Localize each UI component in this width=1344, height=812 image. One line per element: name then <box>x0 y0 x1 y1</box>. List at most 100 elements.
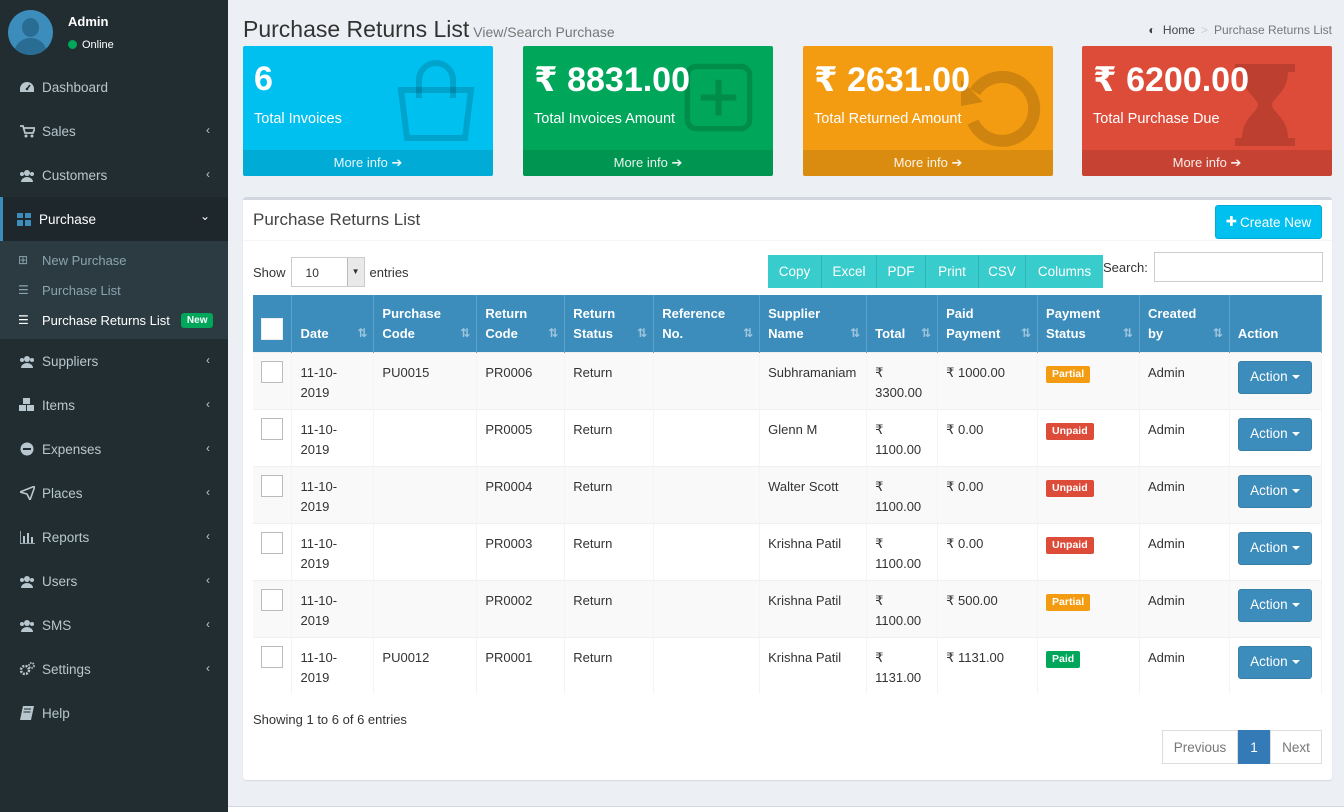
next-page-button[interactable]: Next <box>1270 730 1322 764</box>
search-input[interactable] <box>1153 252 1323 282</box>
row-checkbox[interactable] <box>261 360 283 383</box>
action-label: Action <box>1250 483 1288 498</box>
column-header-created-by[interactable]: Created by ⇅ <box>1139 295 1230 352</box>
row-checkbox[interactable] <box>261 417 283 440</box>
sidebar-subitem-label: Purchase Returns List <box>42 312 170 328</box>
column-header-return-code[interactable]: Return Code ⇅ <box>476 295 566 352</box>
action-dropdown-button[interactable]: Action <box>1237 474 1312 508</box>
row-checkbox[interactable] <box>261 588 283 611</box>
cell-return-status: Return <box>564 636 655 694</box>
action-dropdown-button[interactable]: Action <box>1237 531 1312 565</box>
select-all-checkbox[interactable] <box>261 317 283 340</box>
column-header-total[interactable]: Total ⇅ <box>866 295 939 352</box>
cell-supplier-name: Krishna Patil <box>759 636 868 694</box>
sidebar-item-label: Customers <box>42 167 108 183</box>
excel-button[interactable]: Excel <box>822 255 877 288</box>
column-header-date[interactable]: Date ⇅ <box>291 295 375 352</box>
footer <box>228 806 1344 812</box>
column-header-supplier-name[interactable]: Supplier Name ⇅ <box>759 295 868 352</box>
row-checkbox[interactable] <box>261 474 283 497</box>
cell-total: ₹1100.00 <box>866 408 939 466</box>
pdf-button[interactable]: PDF <box>877 255 926 288</box>
row-checkbox[interactable] <box>261 531 283 554</box>
sidebar-subitem-new-purchase[interactable]: ⊞ New Purchase <box>0 245 228 275</box>
stat-value: ₹ 6200.00 <box>1093 61 1250 99</box>
sidebar-subitem-purchase-returns-list[interactable]: ☰ Purchase Returns List New <box>0 305 228 335</box>
action-dropdown-button[interactable]: Action <box>1237 588 1312 622</box>
chevron-left-icon: ‹ <box>206 353 210 367</box>
breadcrumb-home[interactable]: Home <box>1162 23 1195 37</box>
more-info-link[interactable]: More info ➔ <box>1082 150 1332 176</box>
header-label: Date <box>300 325 329 341</box>
export-buttons: Copy Excel PDF Print CSV Columns <box>768 255 1103 288</box>
sort-icon: ⇅ <box>743 325 753 340</box>
arrow-circle-right-icon: ➔ <box>1230 155 1242 170</box>
page-1-button[interactable]: 1 <box>1238 730 1270 764</box>
sidebar-item-sms[interactable]: SMS ‹ <box>0 603 228 647</box>
show-label: Show <box>253 264 286 280</box>
cell-reference-no <box>653 579 761 637</box>
arrow-circle-right-icon: ➔ <box>951 155 963 170</box>
sidebar-item-dashboard[interactable]: Dashboard <box>0 65 228 109</box>
action-dropdown-button[interactable]: Action <box>1237 645 1312 679</box>
sidebar-item-suppliers[interactable]: Suppliers ‹ <box>0 339 228 383</box>
print-button[interactable]: Print <box>926 255 979 288</box>
action-dropdown-button[interactable]: Action <box>1237 360 1312 394</box>
stat-box-total-purchase-due: ₹ 6200.00 Total Purchase Due More info ➔ <box>1082 46 1332 176</box>
create-new-button[interactable]: ✚ Create New <box>1215 205 1322 239</box>
list-icon: ☰ <box>18 283 29 297</box>
user-name: Admin <box>68 14 109 29</box>
header-label: Payment <box>946 325 1001 341</box>
csv-button[interactable]: CSV <box>979 255 1026 288</box>
sidebar-item-sales[interactable]: Sales ‹ <box>0 109 228 153</box>
more-info-link[interactable]: More info ➔ <box>523 150 773 176</box>
sidebar-item-label: Expenses <box>42 441 102 457</box>
header-label: Payment <box>1046 305 1101 321</box>
sidebar-item-users[interactable]: Users ‹ <box>0 559 228 603</box>
copy-button[interactable]: Copy <box>768 255 822 288</box>
cell-supplier-name: Glenn M <box>759 408 868 466</box>
action-label: Action <box>1250 654 1288 669</box>
sidebar-item-reports[interactable]: Reports ‹ <box>0 515 228 559</box>
table-row: 11-10-2019 PU0012 PR0001 Return Krishna Pati… <box>253 636 1323 694</box>
sidebar-subitem-purchase-list[interactable]: ☰ Purchase List <box>0 275 228 305</box>
sidebar-item-purchase[interactable]: Purchase ⌄ <box>0 197 228 241</box>
action-dropdown-button[interactable]: Action <box>1237 417 1312 451</box>
table-row: 11-10-2019 PR0003 Return Krishna Patil ₹1100… <box>253 522 1323 580</box>
cell-paid-payment: ₹ 0.00 <box>937 465 1039 523</box>
column-header-payment-status[interactable]: Payment Status ⇅ <box>1037 295 1140 352</box>
sidebar-item-help[interactable]: Help <box>0 691 228 735</box>
cell-created-by: Admin <box>1139 465 1230 523</box>
column-header-reference-no[interactable]: Reference No. ⇅ <box>653 295 761 352</box>
more-info-link[interactable]: More info ➔ <box>803 150 1053 176</box>
avatar[interactable] <box>8 10 53 55</box>
previous-page-button[interactable]: Previous <box>1162 730 1238 764</box>
column-header-purchase-code[interactable]: Purchase Code ⇅ <box>373 295 478 352</box>
cubes-icon <box>19 398 35 412</box>
header-label: Reference <box>662 305 726 321</box>
action-label: Action <box>1250 369 1288 384</box>
column-header-paid-payment[interactable]: Paid Payment ⇅ <box>937 295 1039 352</box>
sidebar-item-label: SMS <box>42 617 72 633</box>
sidebar-item-customers[interactable]: Customers ‹ <box>0 153 228 197</box>
cell-created-by: Admin <box>1139 579 1230 637</box>
columns-button[interactable]: Columns <box>1026 255 1103 288</box>
column-header-return-status[interactable]: Return Status ⇅ <box>564 295 655 352</box>
minus-circle-icon <box>19 442 35 456</box>
sidebar-item-expenses[interactable]: Expenses ‹ <box>0 427 228 471</box>
row-checkbox[interactable] <box>261 645 283 668</box>
stat-label: Total Invoices Amount <box>534 111 676 127</box>
cell-return-status: Return <box>564 522 655 580</box>
sidebar-item-label: Suppliers <box>42 353 99 369</box>
payment-status-badge: Unpaid <box>1046 422 1094 440</box>
dropdown-arrow-icon: ▼ <box>346 258 364 286</box>
payment-status-badge: Paid <box>1046 650 1081 668</box>
sidebar-item-items[interactable]: Items ‹ <box>0 383 228 427</box>
cell-return-status: Return <box>564 408 655 466</box>
more-info-link[interactable]: More info ➔ <box>243 150 493 176</box>
sidebar-item-places[interactable]: Places ‹ <box>0 471 228 515</box>
chevron-down-icon: ⌄ <box>199 209 210 223</box>
page-length-select[interactable]: 10 ▼ <box>290 257 365 287</box>
sidebar-item-settings[interactable]: Settings ‹ <box>0 647 228 691</box>
cell-action: Action <box>1229 522 1323 580</box>
